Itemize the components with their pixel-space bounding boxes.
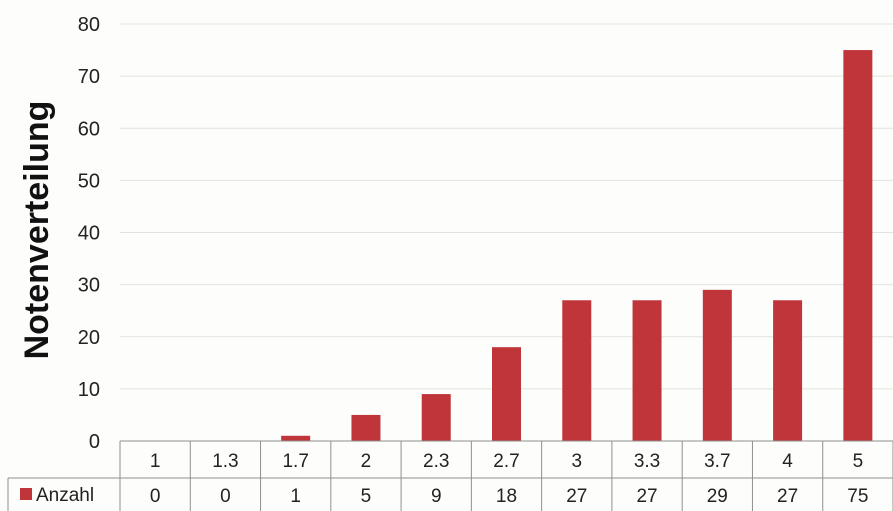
data-table: 1 0 1.3 0 1.7 1 2 5 2.3 9 2.7 18 3 27 3.3 27 3.7 29 4 27 5 75… (7, 440, 893, 511)
category-label: 2.3 (423, 451, 449, 472)
value-label: 18 (496, 486, 517, 507)
category-label: 1.7 (282, 451, 308, 472)
value-label: 5 (361, 486, 372, 507)
y-tick-label: 70 (78, 66, 100, 88)
y-tick-label: 80 (78, 14, 100, 36)
y-axis-ticks: 0 10 20 30 40 50 60 70 80 (78, 14, 100, 453)
category-label: 2 (361, 451, 372, 472)
category-label: 1.3 (212, 451, 238, 472)
bar (773, 300, 803, 441)
category-label: 4 (782, 451, 793, 472)
y-tick-label: 10 (78, 379, 100, 401)
bar (421, 394, 451, 441)
gridlines (120, 23, 893, 390)
bar (492, 347, 521, 441)
legend-swatch (20, 488, 32, 500)
value-label: 75 (847, 486, 868, 507)
value-label: 29 (707, 486, 728, 507)
value-label: 0 (220, 486, 231, 507)
bar (281, 435, 311, 441)
bar (702, 289, 732, 441)
category-label: 2.7 (493, 451, 519, 472)
y-tick-label: 40 (78, 223, 100, 245)
category-label: 3.7 (704, 451, 730, 472)
value-label: 9 (431, 486, 442, 507)
category-label: 5 (853, 451, 864, 472)
category-label: 3.3 (634, 451, 660, 472)
value-label: 1 (290, 486, 301, 507)
value-label: 0 (150, 486, 161, 507)
bar (843, 50, 873, 441)
y-tick-label: 50 (78, 170, 100, 192)
legend-series-name: Anzahl (36, 485, 94, 506)
bar (632, 300, 662, 441)
category-label: 3 (571, 451, 582, 472)
value-label: 27 (566, 486, 587, 507)
value-label: 27 (777, 486, 798, 507)
y-axis-label: Notenverteilung (18, 101, 56, 360)
value-label: 27 (636, 486, 657, 507)
y-tick-label: 0 (89, 431, 100, 453)
y-tick-label: 30 (78, 275, 100, 297)
bars (281, 50, 873, 441)
y-tick-label: 60 (78, 118, 100, 140)
bar (351, 414, 381, 441)
category-label: 1 (150, 451, 161, 472)
bar (562, 300, 592, 441)
y-tick-label: 20 (78, 327, 100, 349)
